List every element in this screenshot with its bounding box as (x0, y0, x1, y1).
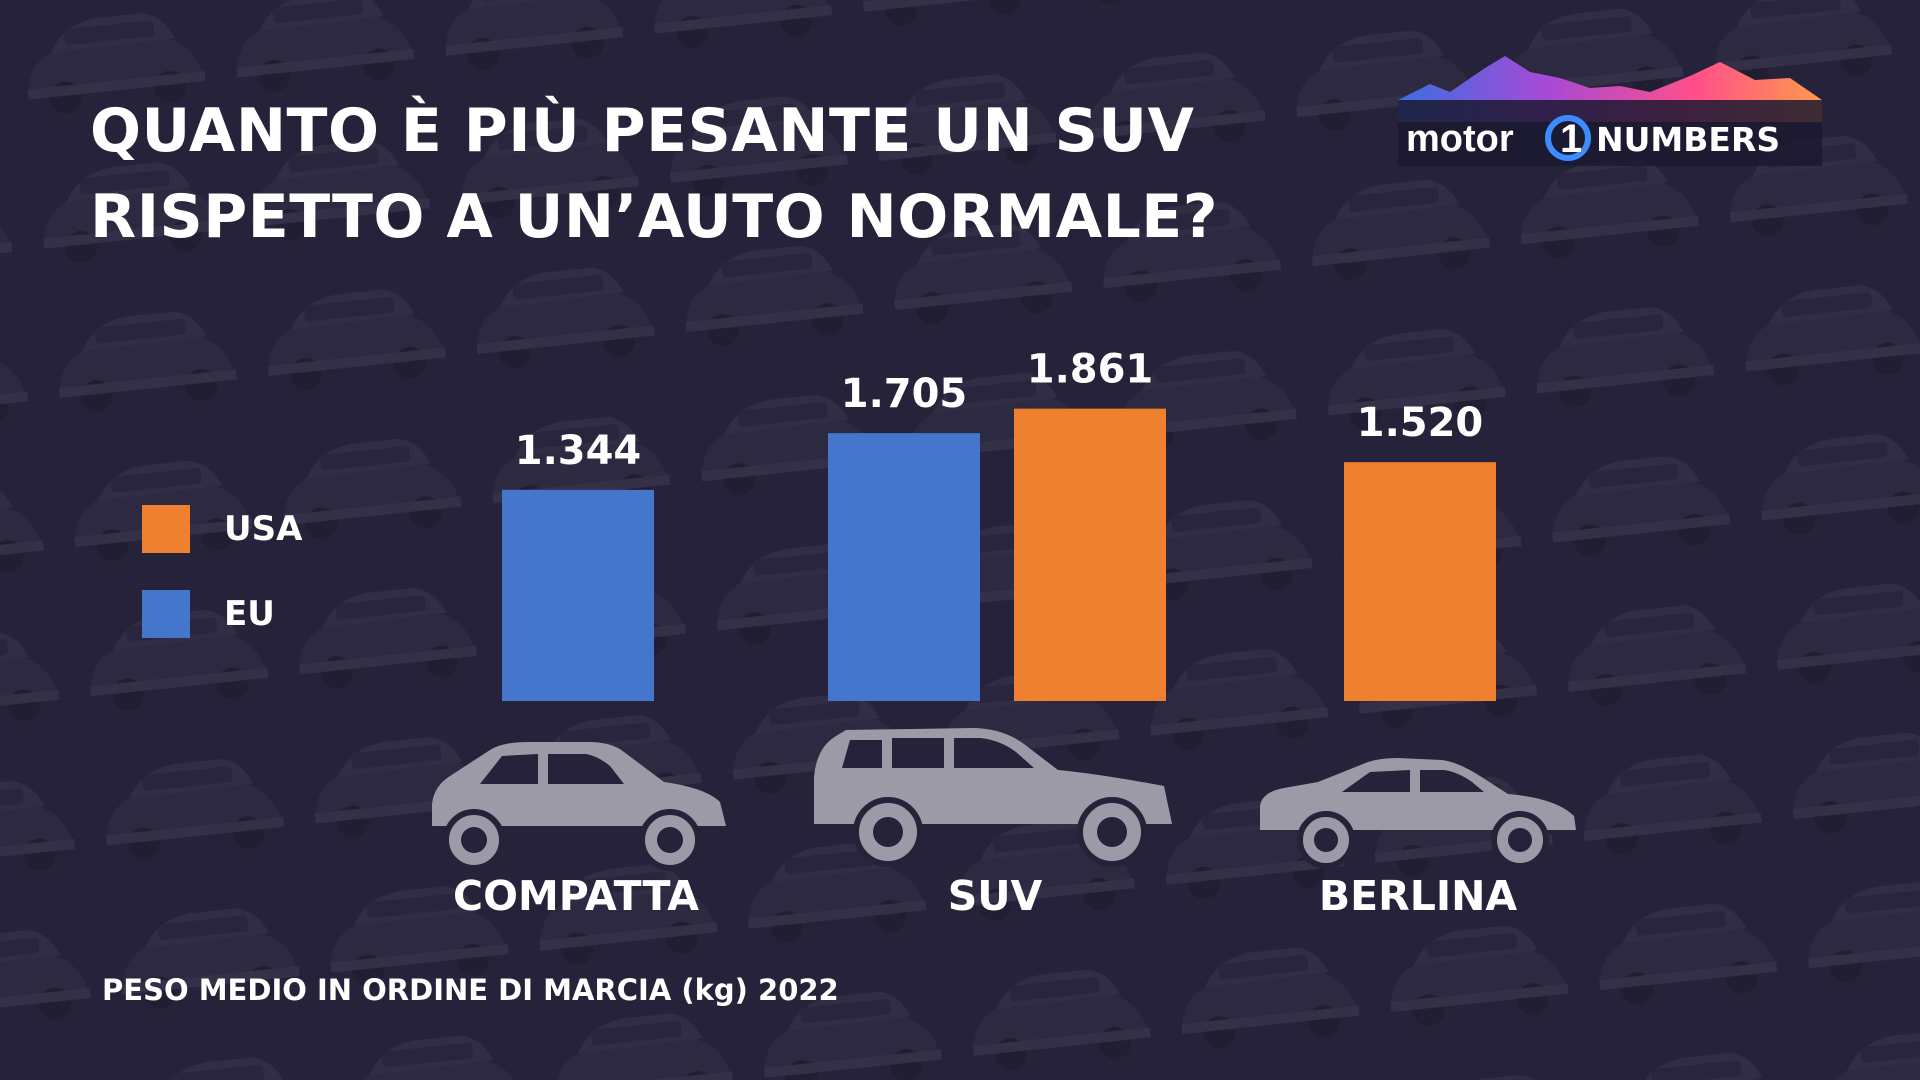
title-line-2: RISPETTO A UN’AUTO NORMALE? (90, 182, 1219, 252)
legend-swatch-eu (142, 590, 190, 638)
category-labels-layer: COMPATTA SUV BERLINA (453, 872, 1517, 920)
legend-label-eu: EU (224, 594, 275, 634)
category-label-berlina: BERLINA (1319, 872, 1518, 920)
title-line-1: QUANTO È PIÙ PESANTE UN SUV (90, 96, 1195, 166)
category-label-suv: SUV (948, 872, 1043, 920)
chart-title: QUANTO È PIÙ PESANTE UN SUV RISPETTO A U… (90, 88, 1218, 260)
car-icons-layer (432, 728, 1576, 871)
legend-label-usa: USA (224, 509, 303, 549)
bar-eu-suv (828, 433, 980, 701)
logo-number: 1 (1560, 117, 1582, 161)
value-label-usa-suv: 1.861 (1027, 347, 1154, 393)
value-labels-layer: 1.344 1.705 1.861 1.520 (515, 347, 1484, 474)
legend-swatch-usa (142, 505, 190, 553)
hatchback-icon (432, 742, 726, 871)
logo-brand: motor (1406, 118, 1514, 160)
suv-icon (814, 728, 1172, 867)
bar-usa-suv (1014, 408, 1166, 701)
chart-footnote: PESO MEDIO IN ORDINE DI MARCIA (kg) 2022 (102, 973, 839, 1007)
category-label-compatta: COMPATTA (453, 872, 699, 920)
logo-suffix: NUMBERS (1596, 120, 1780, 159)
value-label-eu-suv: 1.705 (841, 371, 968, 417)
bar-eu-compatta (502, 489, 654, 701)
sedan-icon (1260, 758, 1576, 869)
logo-ring-icon (1545, 115, 1591, 161)
value-label-eu-compatta: 1.344 (515, 428, 642, 474)
value-label-usa-berlina: 1.520 (1357, 400, 1484, 446)
motor1-numbers-logo: motor 1 NUMBERS (1398, 56, 1822, 166)
bars-layer (502, 408, 1496, 701)
bar-usa-berlina (1344, 462, 1496, 701)
